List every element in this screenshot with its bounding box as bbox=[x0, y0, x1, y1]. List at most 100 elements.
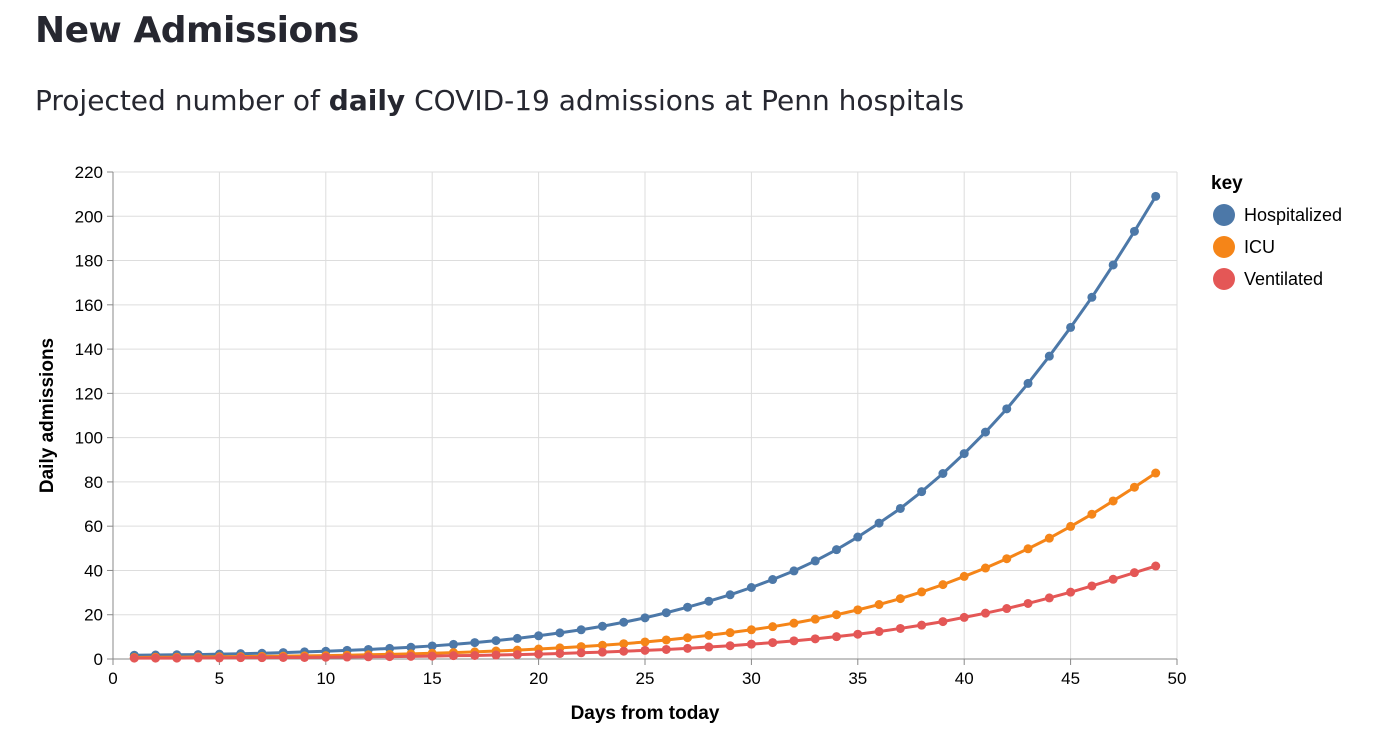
y-tick-label: 100 bbox=[75, 429, 103, 448]
x-tick-label: 10 bbox=[316, 669, 335, 688]
data-point-ventilated bbox=[257, 653, 267, 663]
y-axis-title: Daily admissions bbox=[37, 338, 58, 493]
data-point-icu bbox=[576, 642, 586, 652]
data-point-ventilated bbox=[661, 644, 671, 654]
series-layer bbox=[129, 191, 1161, 663]
page-title: New Admissions bbox=[35, 10, 359, 51]
y-tick-label: 80 bbox=[84, 473, 103, 492]
data-point-ventilated bbox=[406, 651, 416, 661]
data-point-ventilated bbox=[236, 653, 246, 663]
data-point-ventilated bbox=[1087, 581, 1097, 591]
data-point-ventilated bbox=[1151, 561, 1161, 571]
data-point-ventilated bbox=[555, 648, 565, 658]
data-point-ventilated bbox=[789, 636, 799, 646]
data-point-ventilated bbox=[470, 650, 480, 660]
data-point-ventilated bbox=[895, 623, 905, 633]
y-tick-label: 140 bbox=[75, 340, 103, 359]
data-point-ventilated bbox=[214, 653, 224, 663]
data-point-hospitalized bbox=[1066, 322, 1076, 332]
legend-label-hospitalized[interactable]: Hospitalized bbox=[1244, 205, 1342, 225]
data-point-icu bbox=[661, 635, 671, 645]
y-tick-label: 200 bbox=[75, 207, 103, 226]
data-point-ventilated bbox=[1002, 604, 1012, 614]
data-point-hospitalized bbox=[1151, 191, 1161, 201]
data-point-icu bbox=[746, 625, 756, 635]
legend-label-icu[interactable]: ICU bbox=[1244, 237, 1275, 257]
data-point-ventilated bbox=[278, 652, 288, 662]
data-point-hospitalized bbox=[874, 518, 884, 528]
legend-title: key bbox=[1211, 173, 1243, 194]
data-point-hospitalized bbox=[427, 641, 437, 651]
legend-swatch-icu[interactable] bbox=[1213, 236, 1235, 258]
data-point-ventilated bbox=[704, 642, 714, 652]
y-tick-label: 20 bbox=[84, 606, 103, 625]
subtitle-bold: daily bbox=[328, 84, 406, 117]
data-point-icu bbox=[1151, 468, 1161, 478]
data-point-icu bbox=[874, 600, 884, 610]
data-point-ventilated bbox=[619, 646, 629, 656]
data-point-ventilated bbox=[725, 641, 735, 651]
y-tick-label: 180 bbox=[75, 252, 103, 271]
x-tick-label: 45 bbox=[1061, 669, 1080, 688]
data-point-icu bbox=[938, 580, 948, 590]
data-point-icu bbox=[1129, 482, 1139, 492]
data-point-hospitalized bbox=[917, 487, 927, 497]
data-point-ventilated bbox=[129, 653, 139, 663]
data-point-icu bbox=[1023, 544, 1033, 554]
data-point-ventilated bbox=[1044, 593, 1054, 603]
grid bbox=[112, 171, 1178, 660]
data-point-ventilated bbox=[193, 653, 203, 663]
data-point-hospitalized bbox=[725, 590, 735, 600]
data-point-hospitalized bbox=[768, 575, 778, 585]
x-tick-label: 50 bbox=[1168, 669, 1187, 688]
legend-swatch-ventilated[interactable] bbox=[1213, 268, 1235, 290]
data-point-icu bbox=[789, 618, 799, 628]
data-point-ventilated bbox=[853, 629, 863, 639]
data-point-ventilated bbox=[810, 634, 820, 644]
page-subtitle: Projected number of daily COVID-19 admis… bbox=[35, 84, 964, 117]
data-point-ventilated bbox=[1108, 574, 1118, 584]
data-point-ventilated bbox=[1129, 568, 1139, 578]
data-point-icu bbox=[1108, 496, 1118, 506]
data-point-icu bbox=[1066, 521, 1076, 531]
data-point-icu bbox=[1002, 554, 1012, 564]
data-point-hospitalized bbox=[448, 639, 458, 649]
data-point-hospitalized bbox=[1002, 404, 1012, 414]
data-point-ventilated bbox=[534, 649, 544, 659]
data-point-hospitalized bbox=[832, 545, 842, 555]
data-point-icu bbox=[1044, 533, 1054, 543]
data-point-hospitalized bbox=[470, 638, 480, 648]
legend[interactable]: key Hospitalized ICU Ventilated bbox=[1211, 173, 1342, 290]
data-point-ventilated bbox=[512, 650, 522, 660]
data-point-icu bbox=[640, 637, 650, 647]
data-point-hospitalized bbox=[1023, 378, 1033, 388]
data-point-ventilated bbox=[874, 627, 884, 637]
legend-label-ventilated[interactable]: Ventilated bbox=[1244, 269, 1323, 289]
data-point-hospitalized bbox=[853, 532, 863, 542]
data-point-ventilated bbox=[597, 647, 607, 657]
data-point-hospitalized bbox=[661, 608, 671, 618]
data-point-hospitalized bbox=[619, 617, 629, 627]
data-point-ventilated bbox=[491, 650, 501, 660]
y-tick-label: 40 bbox=[84, 561, 103, 580]
y-tick-label: 160 bbox=[75, 296, 103, 315]
data-point-icu bbox=[725, 628, 735, 638]
data-point-hospitalized bbox=[1044, 351, 1054, 361]
data-point-hospitalized bbox=[1087, 292, 1097, 302]
data-point-hospitalized bbox=[746, 582, 756, 592]
legend-swatch-hospitalized[interactable] bbox=[1213, 204, 1235, 226]
data-point-hospitalized bbox=[1108, 260, 1118, 270]
data-point-hospitalized bbox=[597, 621, 607, 631]
data-point-hospitalized bbox=[576, 625, 586, 635]
data-point-ventilated bbox=[980, 608, 990, 618]
data-point-hospitalized bbox=[640, 613, 650, 623]
x-tick-label: 20 bbox=[529, 669, 548, 688]
data-point-hospitalized bbox=[980, 427, 990, 437]
y-tick-label: 120 bbox=[75, 384, 103, 403]
data-point-ventilated bbox=[832, 632, 842, 642]
data-point-hospitalized bbox=[895, 503, 905, 513]
data-point-ventilated bbox=[768, 638, 778, 648]
data-point-ventilated bbox=[448, 651, 458, 661]
data-point-ventilated bbox=[172, 653, 182, 663]
